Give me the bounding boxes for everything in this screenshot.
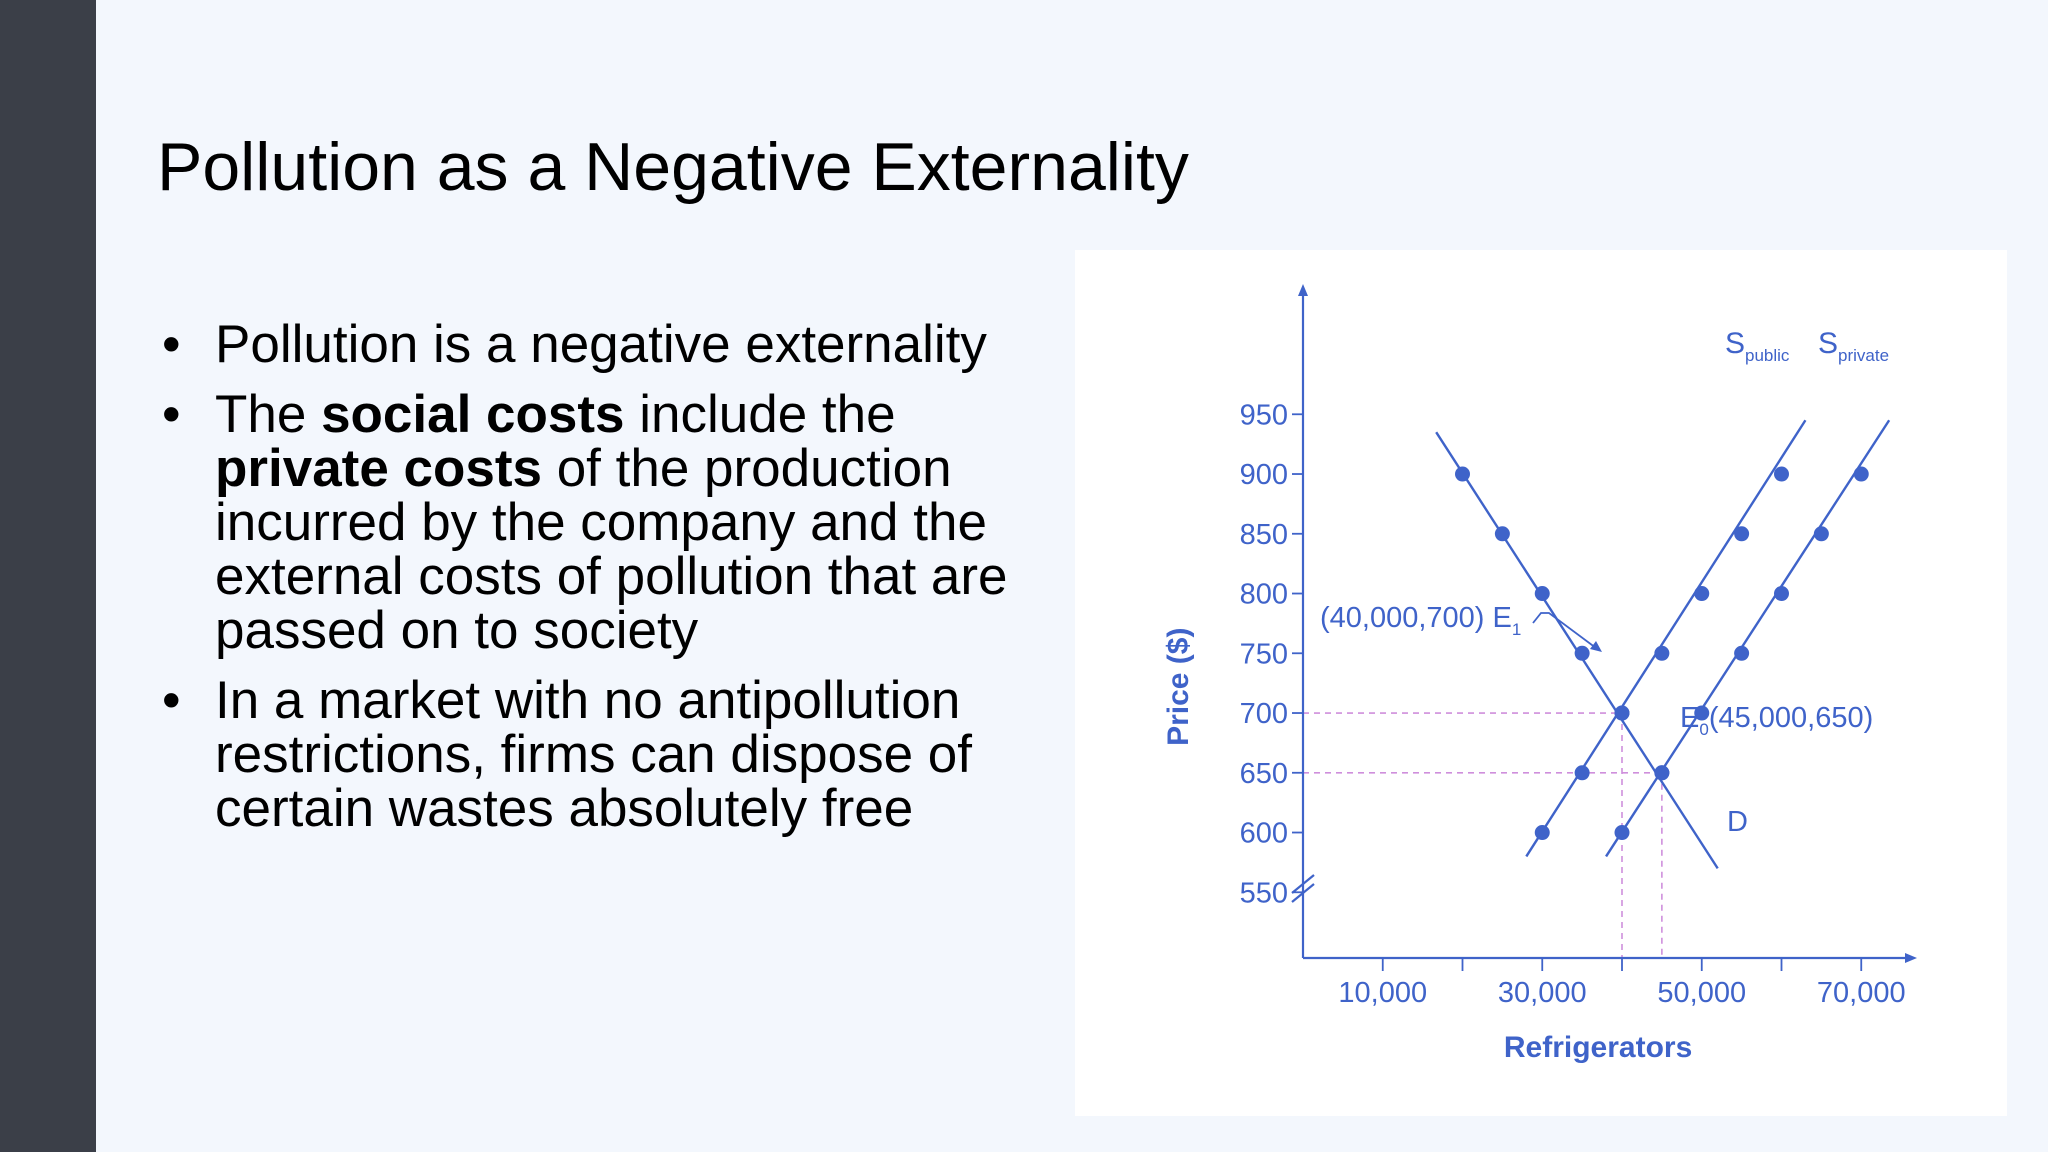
e1-pointer-arrowhead (1590, 641, 1602, 652)
y-axis-label: Price ($) (1162, 628, 1195, 746)
demand-label: D (1727, 806, 1748, 838)
x-tick-label: 10,000 (1338, 977, 1427, 1009)
bullet-text: Pollution is a negative externality (215, 315, 987, 374)
y-tick-label: 700 (1240, 698, 1288, 730)
supply-private-point (1614, 825, 1630, 841)
x-tick-label: 50,000 (1657, 977, 1746, 1009)
demand-point (1534, 586, 1550, 602)
x-tick-label: 30,000 (1498, 977, 1587, 1009)
bullet-item: The social costs include the private cos… (160, 388, 1060, 658)
supply-public-point (1694, 586, 1710, 602)
bullet-text: include the (624, 385, 896, 444)
bullet-text: of the production incurred by the compan… (215, 439, 1008, 660)
bold-term: social costs (321, 385, 625, 444)
supply-private-point (1694, 705, 1710, 721)
slide-title: Pollution as a Negative Externality (157, 129, 1189, 205)
axis-break-mark (1291, 874, 1315, 894)
bullet-item: Pollution is a negative externality (160, 315, 1060, 374)
supply-public-curve (1525, 419, 1807, 858)
demand-point (1574, 645, 1590, 661)
supply-public-point (1774, 466, 1789, 482)
e0-label: E0(45,000,650) (1680, 702, 1873, 739)
x-tick-label: 70,000 (1817, 977, 1906, 1009)
x-axis-label: Refrigerators (1504, 1031, 1692, 1064)
y-tick-label: 600 (1240, 818, 1288, 850)
supply-public-point (1654, 645, 1670, 661)
bold-term: private costs (215, 439, 542, 498)
bullet-list: Pollution is a negative externality The … (160, 318, 1060, 852)
supply-private-label: Sprivate (1818, 327, 1889, 365)
y-tick-label: 550 (1240, 877, 1288, 909)
supply-private-point (1654, 765, 1670, 781)
supply-public-point (1614, 705, 1630, 721)
y-tick-label: 650 (1240, 758, 1288, 790)
x-axis-arrowhead (1905, 953, 1917, 963)
supply-demand-chart: 550 600 650 700 750 800 850 900 950 10,000 30,000 5… (1162, 284, 1917, 1064)
bullet-item: In a market with no antipollution restri… (160, 674, 1060, 836)
demand-point (1494, 526, 1510, 542)
y-tick-label: 800 (1240, 579, 1288, 611)
supply-public-label: Spublic (1725, 327, 1790, 365)
y-tick-label: 750 (1240, 638, 1288, 670)
supply-public-point (1734, 526, 1750, 542)
supply-private-curve (1605, 419, 1891, 858)
bullet-text: In a market with no antipollution restri… (215, 671, 972, 838)
supply-private-point (1813, 526, 1829, 542)
chart-panel: 550 600 650 700 750 800 850 900 950 10,000 30,000 5… (1075, 250, 2007, 1116)
supply-private-point (1734, 645, 1750, 661)
supply-private-point (1853, 466, 1869, 482)
sidebar-bar (0, 0, 96, 1152)
y-tick-label: 850 (1240, 519, 1288, 551)
e1-label: (40,000,700) E1 (1320, 602, 1521, 639)
bullet-text: The (215, 385, 322, 444)
y-axis-arrowhead (1298, 284, 1308, 296)
y-tick-label: 900 (1240, 459, 1288, 491)
y-tick-label: 950 (1240, 399, 1288, 431)
e1-pointer-line (1532, 612, 1597, 649)
supply-private-point (1774, 586, 1789, 602)
demand-point (1455, 466, 1470, 482)
supply-public-point (1574, 765, 1590, 781)
supply-public-point (1534, 825, 1550, 841)
